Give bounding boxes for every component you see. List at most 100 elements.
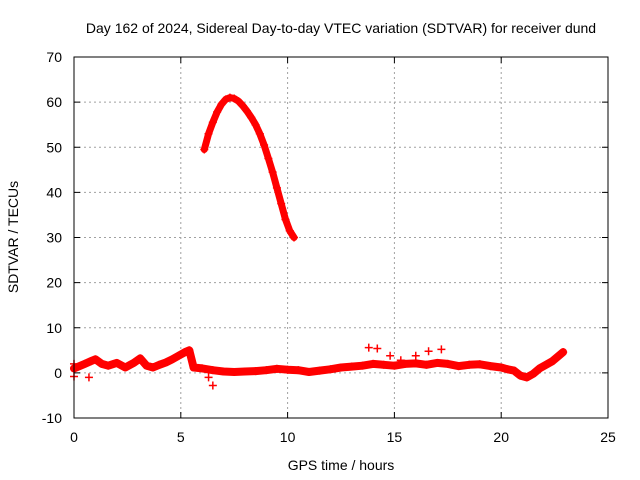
y-tick-label: 0 — [54, 365, 62, 381]
data-point — [411, 359, 420, 368]
data-point — [181, 348, 190, 357]
data-point — [204, 373, 213, 382]
data-point — [230, 367, 239, 376]
data-point — [554, 351, 563, 360]
y-tick-label: 70 — [46, 49, 62, 65]
series-baseline — [70, 346, 568, 382]
data-point — [522, 373, 531, 382]
data-point — [80, 359, 89, 368]
x-tick-label: 15 — [387, 429, 403, 445]
data-point — [529, 369, 538, 378]
data-point — [219, 367, 228, 376]
y-tick-label: 30 — [46, 230, 62, 246]
series-arc — [200, 93, 299, 242]
data-point — [204, 129, 213, 138]
y-tick-label: -10 — [42, 410, 62, 426]
data-point — [121, 363, 130, 372]
data-point — [347, 362, 356, 371]
data-point — [443, 359, 452, 368]
data-point — [255, 129, 264, 138]
data-point — [225, 93, 234, 102]
data-point — [516, 371, 525, 380]
data-point — [262, 366, 271, 375]
data-point — [281, 215, 290, 224]
data-point — [475, 360, 484, 369]
data-point — [234, 97, 243, 106]
data-point — [129, 358, 138, 367]
data-point — [260, 140, 269, 149]
series-line — [200, 94, 298, 241]
y-tick-label: 10 — [46, 320, 62, 336]
data-point — [315, 366, 324, 375]
data-point — [535, 364, 544, 373]
data-point — [208, 381, 217, 390]
data-point — [155, 360, 164, 369]
data-point — [198, 364, 207, 373]
data-point — [337, 363, 345, 372]
data-point — [149, 363, 158, 372]
data-point — [326, 365, 335, 374]
data-point — [84, 373, 93, 382]
data-point — [213, 108, 222, 117]
data-point — [208, 366, 217, 375]
data-point — [142, 361, 151, 370]
data-point — [251, 367, 260, 376]
data-point — [272, 364, 281, 373]
data-point — [230, 94, 239, 103]
data-point — [542, 360, 551, 369]
data-point — [497, 363, 506, 372]
data-point — [264, 154, 273, 163]
data-point — [510, 366, 519, 375]
data-point — [369, 359, 378, 368]
data-point — [424, 347, 433, 356]
data-point — [161, 358, 170, 367]
data-point — [503, 365, 512, 374]
series-line — [70, 346, 568, 382]
y-tick-label: 20 — [46, 275, 62, 291]
y-tick-label: 50 — [46, 139, 62, 155]
data-point — [251, 120, 260, 129]
data-point — [304, 367, 313, 376]
data-point — [185, 346, 194, 355]
data-point — [290, 233, 299, 242]
data-point — [285, 226, 294, 235]
data-point — [268, 168, 277, 177]
data-point — [396, 356, 405, 365]
data-point — [358, 361, 367, 370]
data-point — [243, 107, 252, 116]
data-point — [379, 360, 388, 369]
data-point — [486, 362, 495, 371]
data-points — [70, 93, 568, 390]
data-point — [208, 118, 217, 127]
data-point — [390, 361, 399, 370]
data-point — [238, 101, 247, 110]
data-point — [437, 345, 446, 354]
data-point — [168, 355, 177, 364]
data-point — [364, 343, 373, 352]
data-point — [247, 113, 256, 122]
data-point — [87, 357, 96, 366]
y-tick-label: 40 — [46, 184, 62, 200]
data-point — [272, 183, 281, 192]
data-point — [433, 358, 442, 367]
data-point — [97, 359, 106, 368]
data-point — [174, 351, 183, 360]
x-tick-label: 0 — [70, 429, 78, 445]
x-axis-label: GPS time / hours — [288, 457, 395, 473]
x-tick-label: 5 — [177, 429, 185, 445]
y-tick-label: 60 — [46, 94, 62, 110]
data-point — [373, 344, 382, 353]
data-point — [386, 351, 395, 360]
data-point — [294, 366, 303, 375]
data-point — [283, 365, 292, 374]
axis-ticks: 0 5 10 15 20 25 -10 0 10 20 30 40 50 60 70 — [42, 49, 616, 445]
data-point — [136, 354, 145, 363]
data-point — [240, 367, 249, 376]
data-point — [277, 199, 286, 208]
data-point — [217, 100, 226, 109]
data-point — [411, 351, 420, 360]
data-point — [104, 361, 113, 370]
data-point — [422, 360, 431, 369]
data-point — [465, 360, 474, 369]
